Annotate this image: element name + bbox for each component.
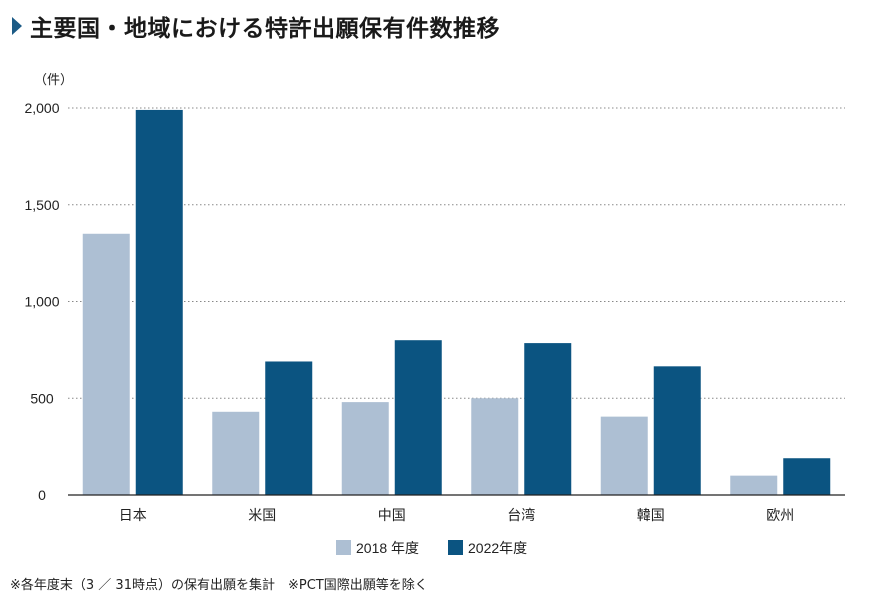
bar bbox=[783, 458, 831, 495]
x-category-label: 日本 bbox=[119, 508, 147, 524]
legend-label: 2018 年度 bbox=[356, 540, 419, 556]
bar bbox=[135, 109, 183, 495]
bar bbox=[341, 402, 389, 495]
y-tick-label: 1,000 bbox=[24, 294, 59, 310]
bar bbox=[212, 411, 260, 495]
bar bbox=[82, 233, 130, 495]
bar bbox=[265, 361, 313, 495]
bar bbox=[653, 366, 701, 495]
chart-title: 主要国・地域における特許出願保有件数推移 bbox=[30, 16, 500, 42]
x-category-label: 中国 bbox=[378, 508, 406, 524]
y-tick-label: 1,500 bbox=[24, 197, 59, 213]
legend-swatch bbox=[336, 540, 351, 555]
bar bbox=[524, 343, 572, 495]
legend-label: 2022年度 bbox=[468, 540, 527, 556]
x-category-label: 台湾 bbox=[507, 507, 535, 524]
x-category-label: 欧州 bbox=[766, 508, 794, 524]
bar bbox=[471, 398, 519, 495]
chart-title-area: 主要国・地域における特許出願保有件数推移 bbox=[12, 6, 500, 46]
bar bbox=[730, 475, 778, 495]
y-tick-label: 2,000 bbox=[24, 100, 59, 116]
footnote: ※各年度末（3 ／ 31時点）の保有出願を集計 ※PCT国際出願等を除く bbox=[10, 578, 428, 593]
x-category-label: 米国 bbox=[248, 508, 276, 524]
bar bbox=[600, 416, 648, 495]
y-axis-unit: （件） bbox=[34, 73, 73, 88]
legend-swatch bbox=[448, 540, 463, 555]
y-tick-label: 500 bbox=[30, 390, 54, 406]
bar bbox=[394, 340, 442, 495]
x-category-label: 韓国 bbox=[637, 508, 665, 524]
y-tick-label: 0 bbox=[38, 487, 46, 503]
title-marker-icon bbox=[12, 17, 22, 35]
